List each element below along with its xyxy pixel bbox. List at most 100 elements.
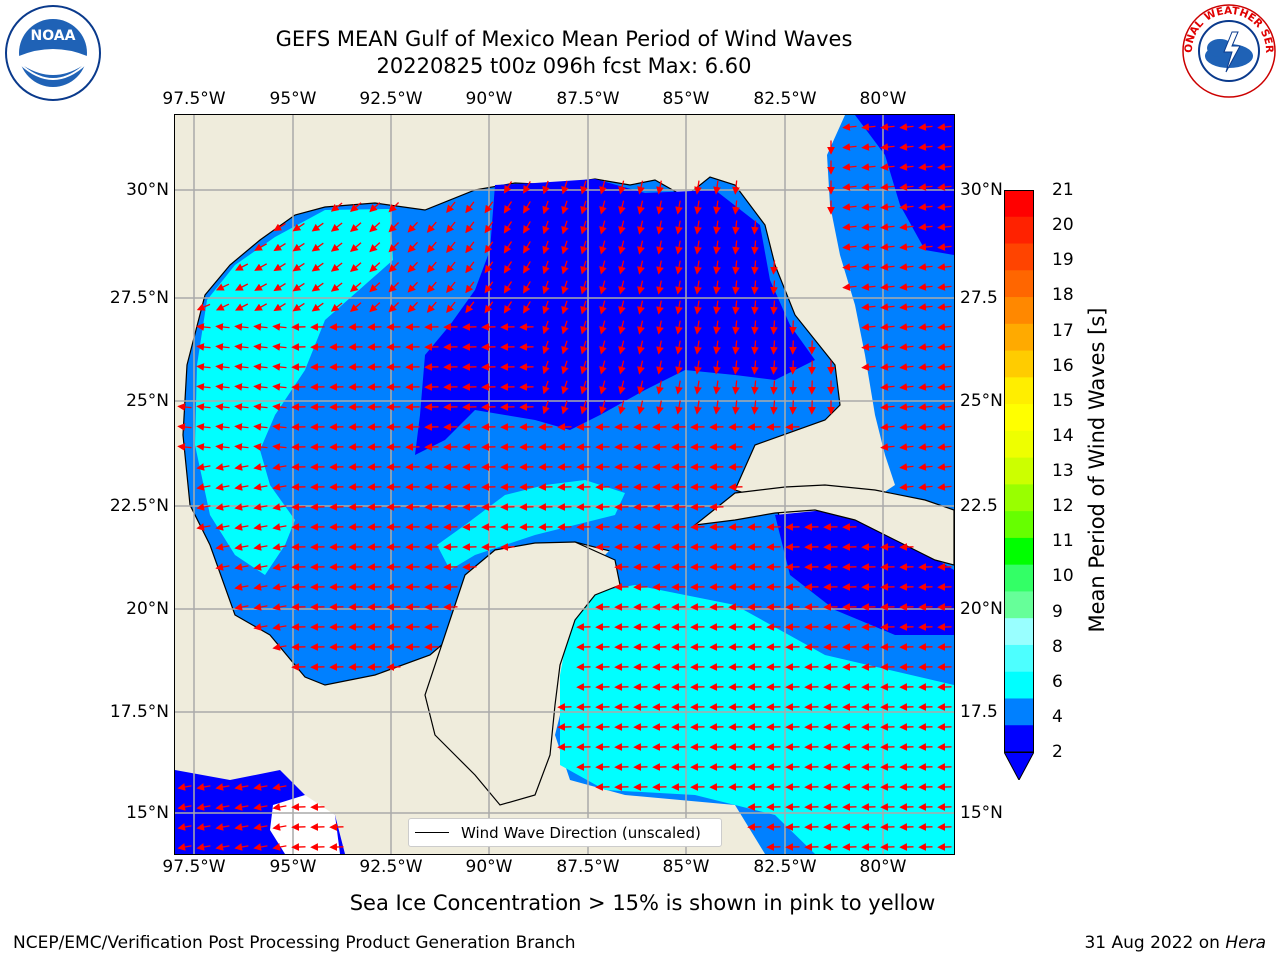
wave-direction-arrow (350, 202, 362, 213)
map-legend: Wind Wave Direction (unscaled) (408, 818, 722, 847)
wave-direction-arrow (407, 301, 418, 313)
wave-direction-arrow (899, 423, 914, 431)
wave-direction-arrow (899, 183, 914, 191)
wave-direction-arrow (937, 483, 952, 491)
wave-direction-arrow (350, 222, 362, 233)
lon-tick-label: 87.5°W (556, 89, 620, 109)
wave-direction-arrow (272, 523, 287, 531)
wave-direction-arrow (253, 343, 268, 351)
wave-direction-arrow (918, 143, 933, 151)
wave-direction-arrow (918, 343, 933, 351)
colorbar-tick-label: 8 (1052, 636, 1063, 657)
wave-direction-arrow (484, 241, 494, 254)
wave-direction-arrow (656, 260, 664, 275)
colorbar-segment (1004, 484, 1034, 512)
wave-direction-arrow (899, 223, 914, 231)
wave-direction-arrow (272, 583, 287, 591)
wave-direction-arrow (561, 180, 569, 195)
wave-direction-arrow (618, 200, 626, 215)
wave-direction-arrow (637, 260, 645, 275)
lat-tick-label: 25°N (126, 391, 169, 411)
wave-direction-arrow (861, 123, 876, 131)
wave-direction-arrow (751, 280, 759, 295)
wave-direction-arrow (937, 243, 952, 251)
wave-direction-arrow (842, 143, 857, 151)
wave-direction-arrow (580, 320, 588, 335)
wave-direction-arrow (235, 263, 249, 271)
wave-direction-arrow (272, 403, 287, 411)
wave-direction-arrow (196, 303, 211, 311)
lon-tick-label: 82.5°W (753, 857, 817, 877)
wave-direction-arrow (465, 281, 475, 294)
wave-direction-arrow (880, 143, 895, 151)
wave-direction-arrow (234, 583, 249, 591)
pacific-ice-free (270, 795, 340, 854)
colorbar-tick-label: 14 (1052, 425, 1074, 446)
colorbar-tick-label: 15 (1052, 390, 1074, 411)
wave-direction-arrow (732, 240, 740, 255)
colorbar-tick-label: 18 (1052, 285, 1074, 306)
lat-tick-label: 25°N (960, 391, 1003, 411)
wave-direction-arrow (732, 320, 740, 335)
wave-direction-arrow (254, 303, 268, 311)
wave-direction-arrow (899, 463, 914, 471)
wave-direction-arrow (465, 221, 475, 234)
wave-direction-arrow (272, 463, 287, 471)
wave-direction-arrow (618, 280, 626, 295)
colorbar-segment (1004, 190, 1034, 218)
wave-direction-arrow (675, 260, 683, 275)
wave-direction-arrow (937, 443, 952, 451)
wave-direction-arrow (542, 180, 550, 195)
yucatan-land (424, 541, 621, 806)
wave-direction-arrow (446, 281, 456, 294)
wave-direction-arrow (918, 383, 933, 391)
wave-direction-arrow (937, 363, 952, 371)
wave-direction-arrow (918, 223, 933, 231)
wave-direction-arrow (272, 783, 287, 791)
wave-direction-arrow (861, 263, 876, 271)
wave-direction-arrow (937, 123, 952, 131)
colorbar-tick-label: 11 (1052, 531, 1074, 552)
wave-direction-arrow (880, 423, 895, 431)
wave-direction-arrow (880, 343, 895, 351)
chart-title: GEFS MEAN Gulf of Mexico Mean Period of … (275, 27, 853, 51)
colorbar-segment (1004, 698, 1034, 726)
colorbar-segment (1004, 591, 1034, 619)
wave-direction-arrow (465, 261, 475, 274)
wave-direction-arrow (234, 443, 249, 451)
wave-direction-arrow (561, 340, 569, 355)
lon-tick-label: 87.5°W (556, 857, 620, 877)
wave-direction-arrow (254, 283, 268, 291)
wave-direction-arrow (618, 340, 626, 355)
wave-direction-arrow (407, 221, 418, 233)
wave-direction-arrow (899, 163, 914, 171)
wave-direction-arrow (272, 383, 287, 391)
wave-direction-arrow (656, 220, 664, 235)
wave-direction-arrow (732, 340, 740, 355)
wave-direction-arrow (842, 163, 857, 171)
wave-direction-arrow (196, 783, 211, 791)
wave-direction-arrow (937, 183, 952, 191)
wave-direction-arrow (292, 302, 305, 312)
colorbar-segment (1004, 404, 1034, 432)
wave-direction-arrow (215, 443, 230, 451)
wave-direction-arrow (272, 603, 287, 611)
wave-direction-arrow (561, 300, 569, 315)
wave-direction-arrow (234, 603, 249, 611)
wave-direction-arrow (637, 220, 645, 235)
wave-direction-arrow (234, 483, 249, 491)
wave-direction-arrow (732, 220, 740, 235)
wave-direction-arrow (253, 583, 268, 591)
wave-direction-arrow (770, 360, 778, 375)
wave-direction-arrow (599, 260, 607, 275)
wave-direction-arrow (599, 280, 607, 295)
lon-tick-label: 80°W (859, 857, 907, 877)
wave-direction-arrow (330, 302, 343, 312)
sea-ice-note: Sea Ice Concentration > 15% is shown in … (349, 891, 936, 915)
wave-direction-arrow (937, 383, 952, 391)
wave-direction-arrow (254, 243, 268, 251)
colorbar-segment (1004, 671, 1034, 699)
wave-direction-arrow (880, 303, 895, 311)
wave-direction-arrow (388, 242, 400, 253)
wave-direction-arrow (503, 221, 513, 234)
